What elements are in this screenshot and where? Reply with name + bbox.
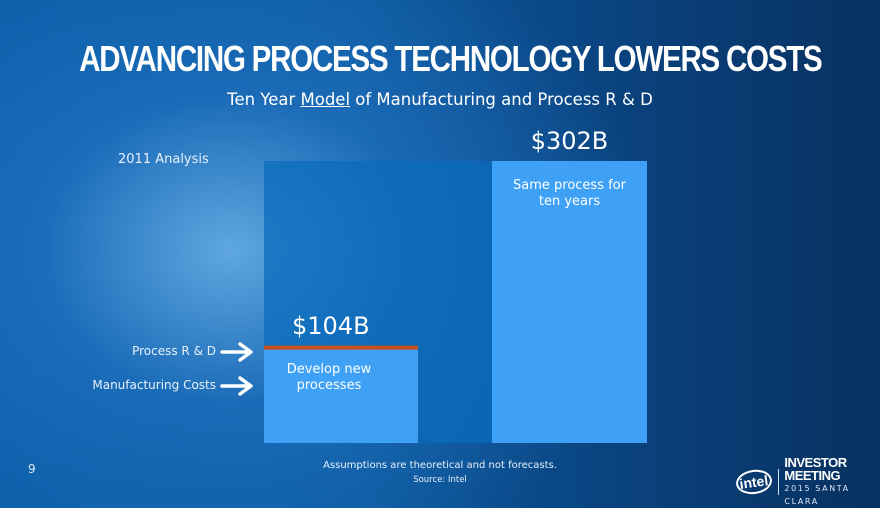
analysis-label: 2011 Analysis: [118, 152, 209, 167]
bar-note-line: ten years: [538, 194, 601, 209]
branding-divider: [777, 469, 779, 495]
subtitle-underlined-word: Model: [300, 90, 351, 109]
subtitle-text-start: Ten Year: [227, 90, 301, 109]
source-note: Source: Intel: [413, 475, 467, 485]
bar-note-line: Develop new: [286, 361, 372, 377]
assumptions-note: Assumptions are theoretical and not fore…: [323, 460, 557, 471]
bar-process-rd-0: [264, 345, 418, 350]
bar-note-0: Develop new processes: [252, 362, 406, 394]
legend-label-0: Process R & D: [132, 344, 216, 358]
subtitle-text-end: of Manufacturing and Process R & D: [350, 90, 653, 109]
event-info: INVESTOR MEETING 2015 SANTA CLARA: [784, 456, 880, 508]
event-place: 2015 SANTA CLARA: [784, 484, 850, 506]
bar-total-label-1: $302B: [530, 127, 609, 155]
bar-manufacturing-0: [264, 349, 418, 443]
slide-title: ADVANCING PROCESS TECHNOLOGY LOWERS COST…: [79, 38, 823, 79]
bar-note-line: processes: [296, 377, 362, 393]
legend-label-1: Manufacturing Costs: [92, 378, 216, 392]
bar-note-line: Same process for: [513, 178, 626, 193]
cost-bar-chart: [220, 161, 647, 443]
bar-note-1: Same process for ten years: [492, 178, 647, 210]
page-number: 9: [28, 462, 36, 476]
bar-total-label-0: $104B: [292, 311, 370, 340]
legend-arrow-icon: [220, 342, 253, 362]
bar-manufacturing-1: [492, 161, 647, 443]
legend-arrow-icon: [220, 376, 253, 396]
slide-subtitle: Ten Year Model of Manufacturing and Proc…: [0, 90, 880, 109]
event-branding: intel INVESTOR MEETING 2015 SANTA CLARA: [734, 456, 880, 508]
event-name: INVESTOR MEETING: [784, 455, 847, 483]
intel-logo: intel: [734, 467, 774, 497]
